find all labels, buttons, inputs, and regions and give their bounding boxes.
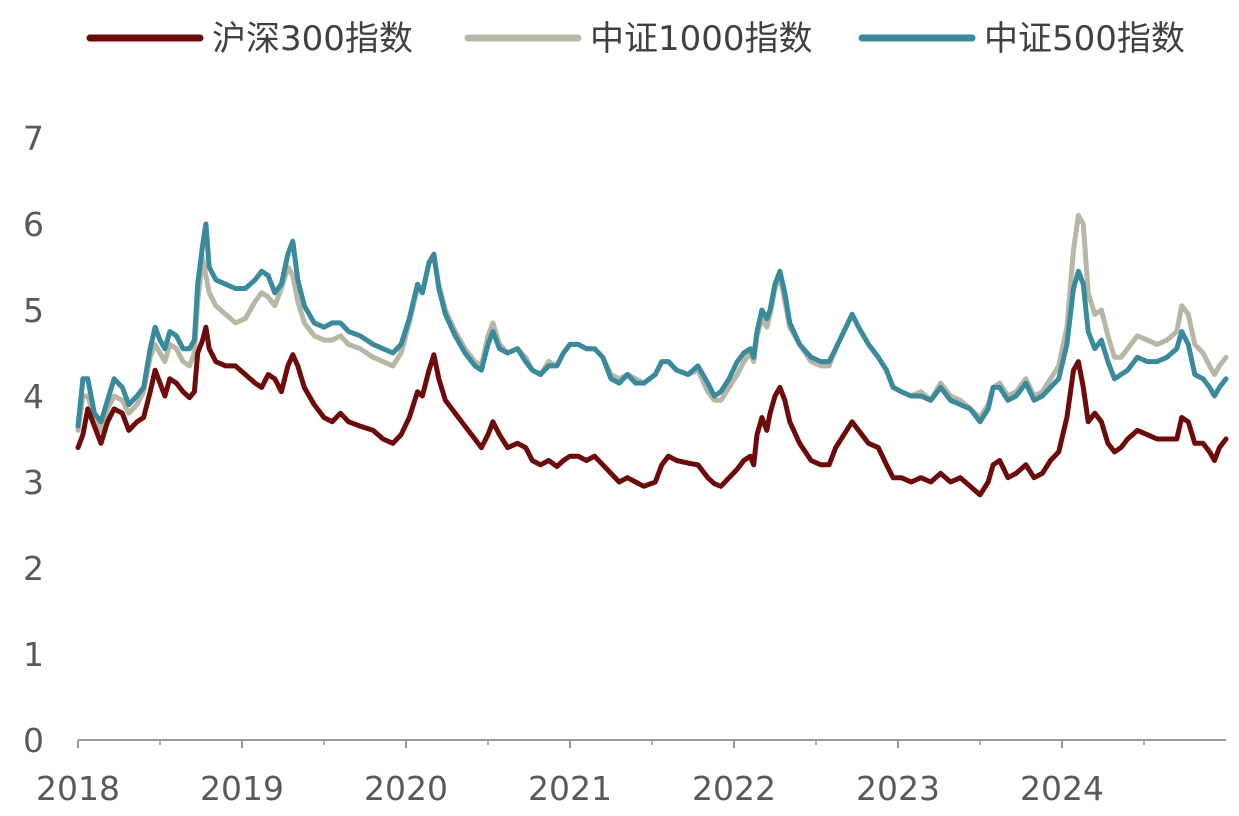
y-tick-label: 3 (23, 463, 44, 502)
x-tick-label: 2019 (200, 769, 284, 808)
x-tick-label: 2024 (1020, 769, 1104, 808)
plot-area (75, 212, 1229, 498)
x-tick-label: 2018 (36, 769, 120, 808)
x-axis: 2018 2019 2020 2021 2022 2023 2024 (36, 739, 1226, 808)
x-tick-label: 2021 (528, 769, 612, 808)
y-tick-label: 1 (23, 635, 44, 674)
y-tick-label: 6 (23, 205, 44, 244)
series-line-2 (75, 221, 1229, 429)
legend-label: 沪深300指数 (212, 19, 413, 59)
x-tick-label: 2022 (692, 769, 776, 808)
series-line-1 (75, 212, 1229, 433)
series-line-0 (75, 324, 1229, 498)
y-tick-label: 4 (23, 377, 44, 416)
y-tick-label: 5 (23, 291, 44, 330)
legend-item: 中证500指数 (858, 19, 1185, 59)
y-axis: 0 1 2 3 4 5 6 7 (23, 119, 44, 760)
legend: 沪深300指数 中证1000指数 中证500指数 (86, 19, 1185, 59)
y-tick-label: 0 (23, 721, 44, 760)
legend-label: 中证500指数 (984, 19, 1185, 59)
x-tick-label: 2020 (364, 769, 448, 808)
y-tick-label: 2 (23, 549, 44, 588)
legend-label: 中证1000指数 (590, 19, 813, 59)
legend-item: 中证1000指数 (464, 19, 813, 59)
y-tick-label: 7 (23, 119, 44, 158)
x-tick-label: 2023 (856, 769, 940, 808)
legend-item: 沪深300指数 (86, 19, 413, 59)
